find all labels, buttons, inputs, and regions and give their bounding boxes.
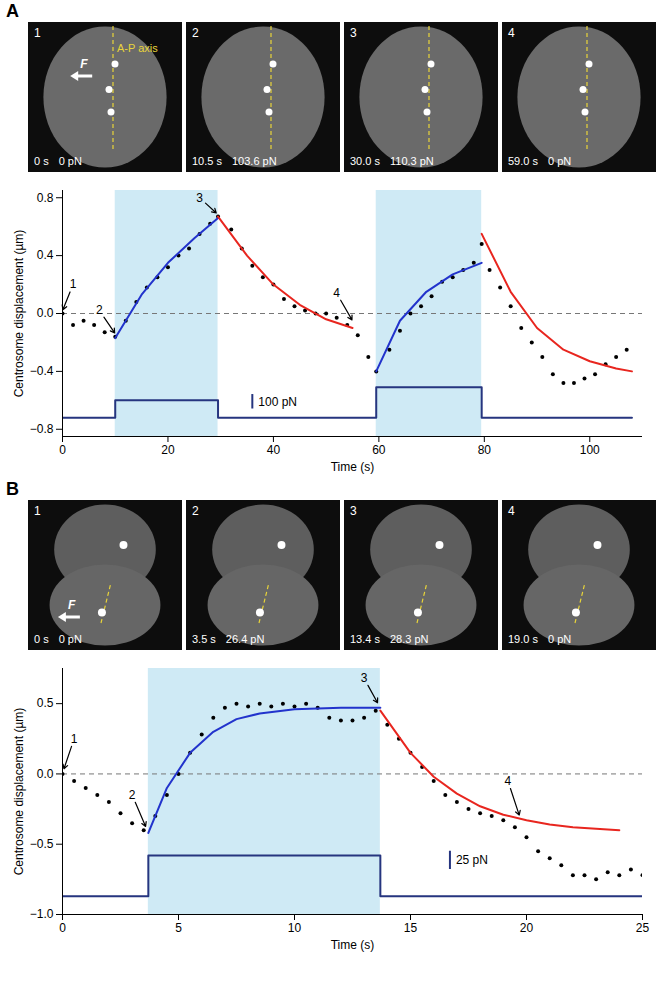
svg-text:0 s0 pN: 0 s0 pN: [34, 633, 82, 645]
svg-text:20: 20: [520, 921, 534, 935]
svg-text:0.0: 0.0: [37, 306, 54, 320]
svg-text:−0.8: −0.8: [30, 422, 54, 436]
svg-text:−0.4: −0.4: [30, 364, 54, 378]
svg-text:15: 15: [404, 921, 418, 935]
svg-text:0 s0 pN: 0 s0 pN: [34, 155, 82, 167]
svg-text:80: 80: [478, 443, 492, 457]
svg-text:1: 1: [71, 732, 78, 746]
svg-text:100 pN: 100 pN: [258, 395, 297, 409]
svg-text:−1.0: −1.0: [30, 907, 54, 921]
svg-text:2: 2: [192, 504, 199, 518]
svg-text:4: 4: [508, 504, 515, 518]
svg-text:3.5 s26.4 pN: 3.5 s26.4 pN: [192, 633, 264, 645]
svg-text:10.5 s103.6 pN: 10.5 s103.6 pN: [192, 155, 277, 167]
svg-text:3: 3: [361, 671, 368, 685]
svg-text:0: 0: [59, 921, 66, 935]
svg-text:13.4 s28.3 pN: 13.4 s28.3 pN: [350, 633, 429, 645]
svg-text:60: 60: [372, 443, 386, 457]
svg-text:4: 4: [508, 26, 515, 40]
svg-text:100: 100: [580, 443, 600, 457]
svg-text:2: 2: [96, 303, 103, 317]
svg-text:1: 1: [34, 26, 41, 40]
svg-text:A: A: [6, 1, 19, 21]
svg-text:10: 10: [288, 921, 302, 935]
svg-text:Time (s): Time (s): [331, 460, 375, 474]
svg-text:1: 1: [70, 277, 77, 291]
svg-text:5: 5: [175, 921, 182, 935]
svg-text:4: 4: [333, 286, 340, 300]
svg-text:−0.5: −0.5: [30, 837, 54, 851]
svg-text:19.0 s0 pN: 19.0 s0 pN: [508, 633, 571, 645]
svg-text:30.0 s110.3 pN: 30.0 s110.3 pN: [350, 155, 434, 167]
svg-text:1: 1: [34, 504, 41, 518]
svg-text:2: 2: [192, 26, 199, 40]
svg-text:0.0: 0.0: [37, 767, 54, 781]
svg-text:Centrosome displacement (µm): Centrosome displacement (µm): [12, 708, 26, 876]
svg-text:0.8: 0.8: [37, 191, 54, 205]
svg-text:4: 4: [505, 774, 512, 788]
svg-text:F: F: [80, 57, 88, 71]
svg-text:2: 2: [129, 788, 136, 802]
svg-text:3: 3: [350, 26, 357, 40]
svg-text:0.4: 0.4: [37, 248, 54, 262]
svg-text:B: B: [6, 479, 19, 499]
svg-text:25: 25: [636, 921, 650, 935]
svg-text:Time (s): Time (s): [331, 938, 375, 952]
svg-text:3: 3: [196, 191, 203, 205]
svg-text:25 pN: 25 pN: [456, 853, 488, 867]
svg-text:20: 20: [161, 443, 175, 457]
svg-text:F: F: [68, 598, 76, 612]
svg-text:0: 0: [59, 443, 66, 457]
svg-text:40: 40: [267, 443, 281, 457]
svg-text:0.5: 0.5: [37, 696, 54, 710]
svg-text:Centrosome displacement (µm): Centrosome displacement (µm): [12, 230, 26, 398]
svg-text:A-P axis: A-P axis: [117, 42, 158, 54]
svg-text:3: 3: [350, 504, 357, 518]
svg-text:59.0 s0 pN: 59.0 s0 pN: [508, 155, 571, 167]
